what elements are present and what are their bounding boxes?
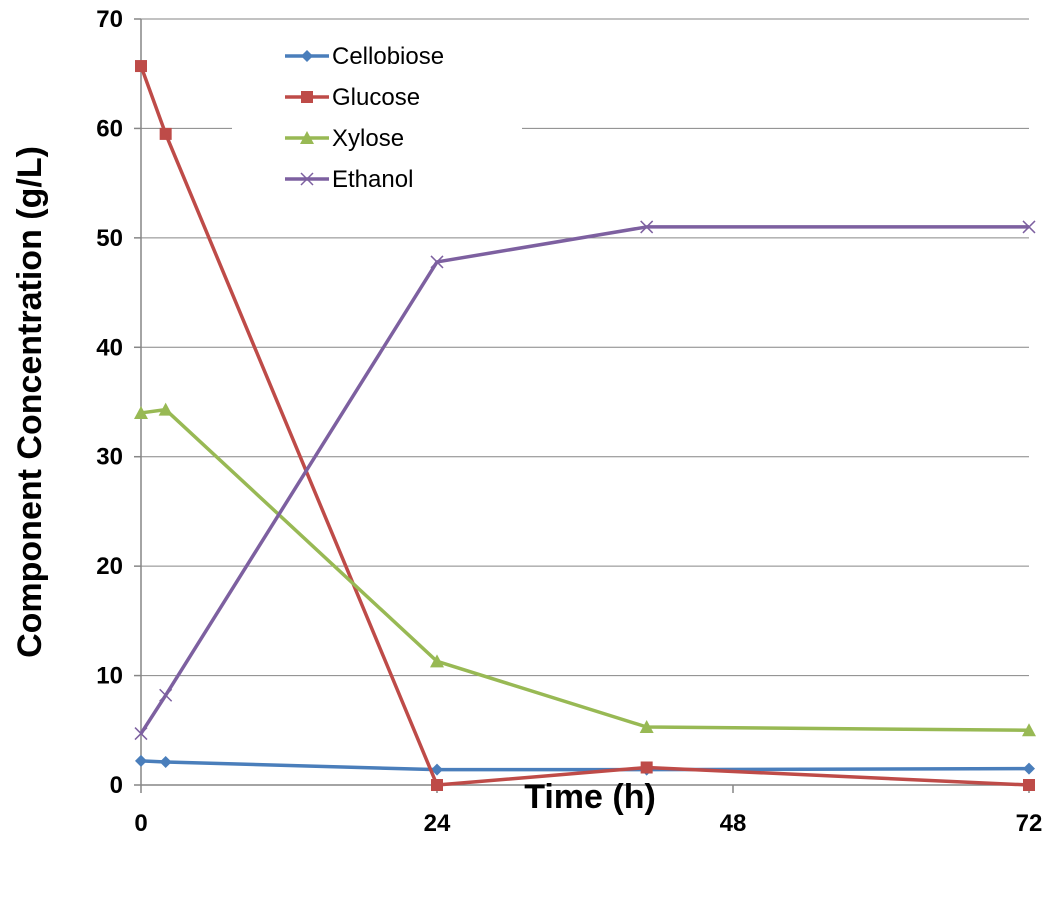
data-point-ethanol [1022, 220, 1036, 234]
x-tick-label: 72 [1016, 810, 1043, 837]
legend-label-xylose: Xylose [332, 125, 404, 152]
x-tick-label: 48 [720, 810, 747, 837]
data-point-glucose [135, 60, 147, 73]
data-point-ethanol [134, 727, 148, 741]
legend-background [232, 38, 522, 208]
legend-item-glucose: Glucose [285, 84, 420, 111]
x-tick-label: 0 [134, 810, 147, 837]
y-tick-label: 70 [96, 6, 123, 33]
data-point-cellobiose [431, 763, 443, 776]
series-cellobiose [135, 754, 1035, 776]
y-tick-label: 50 [96, 225, 123, 252]
data-point-cellobiose [159, 756, 172, 769]
data-point-xylose [430, 654, 444, 668]
legend-item-ethanol: Ethanol [285, 166, 413, 193]
data-point-ethanol [159, 688, 173, 702]
y-tick-label: 40 [96, 334, 123, 361]
data-point-glucose [431, 779, 443, 791]
data-point-xylose [1022, 723, 1036, 737]
legend-label-glucose: Glucose [332, 84, 420, 111]
y-tick-label: 0 [110, 772, 123, 799]
data-point-ethanol [430, 255, 444, 269]
data-point-ethanol [640, 220, 654, 234]
legend-label-ethanol: Ethanol [332, 166, 413, 193]
y-tick-label: 30 [96, 444, 123, 471]
data-point-cellobiose [135, 754, 147, 767]
tick-labels: 0 10 20 30 40 50 60 70 0 24 48 72 [96, 6, 1042, 837]
x-tick-label: 24 [424, 810, 451, 837]
data-point-xylose [134, 405, 148, 419]
legend-item-xylose: Xylose [285, 125, 404, 152]
series-glucose [135, 60, 1035, 791]
series-line-cellobiose [140, 759, 1030, 772]
y-tick-label: 10 [96, 663, 123, 690]
legend-label-cellobiose: Cellobiose [332, 43, 444, 70]
data-point-xylose [639, 720, 654, 734]
x-axis-title: Time (h) [524, 778, 656, 816]
legend-item-cellobiose: Cellobiose [285, 43, 444, 70]
axes [134, 18, 1030, 793]
legend-marker-ethanol [300, 172, 314, 186]
data-point-glucose [159, 127, 172, 140]
series-layer [134, 60, 1036, 791]
legend-marker-xylose [300, 131, 314, 144]
y-tick-label: 60 [96, 115, 123, 142]
y-tick-label: 20 [96, 553, 123, 580]
data-point-glucose [1023, 779, 1035, 791]
legend-marker-glucose [301, 91, 313, 103]
series-line-ethanol [139, 225, 1029, 735]
data-point-glucose [640, 761, 653, 774]
legend: Cellobiose Glucose Xylose Ethanol [285, 43, 444, 193]
series-xylose [134, 402, 1036, 737]
series-line-xylose [140, 407, 1030, 733]
series-ethanol [134, 220, 1036, 741]
legend-marker-cellobiose [301, 50, 313, 62]
y-axis-title: Component Concentration (g/L) [11, 146, 49, 658]
data-point-xylose [158, 402, 173, 416]
data-point-cellobiose [1023, 762, 1035, 775]
